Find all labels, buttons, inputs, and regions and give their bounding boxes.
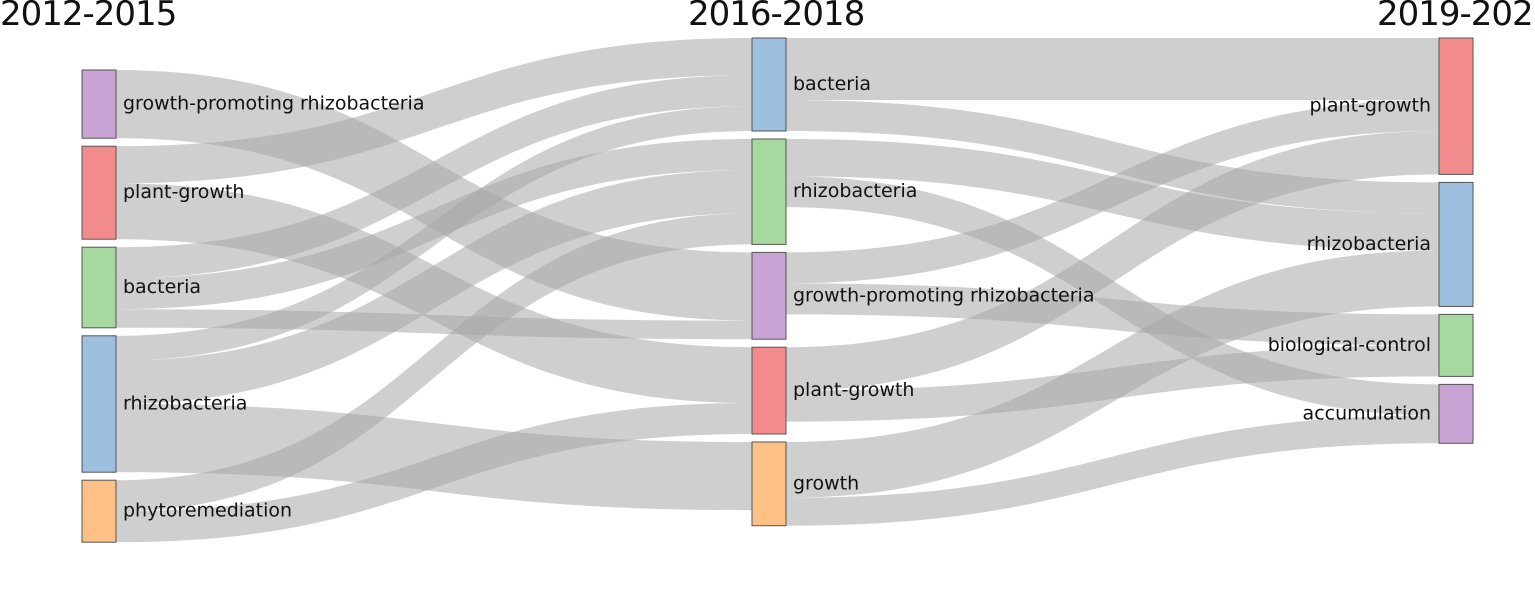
node-label-b_rhz: rhizobacteria bbox=[793, 180, 917, 202]
flow-a_rhz-to-b_bac[interactable] bbox=[116, 106, 752, 361]
flow-b_gro-to-c_acc[interactable] bbox=[786, 415, 1439, 526]
node-label-a_gpr: growth-promoting rhizobacteria bbox=[123, 93, 424, 115]
sankey-links bbox=[116, 38, 1439, 543]
node-b_gpr[interactable] bbox=[751, 251, 787, 340]
flow-b_gpr-to-c_bio[interactable] bbox=[786, 283, 1439, 346]
node-b_rhz[interactable] bbox=[751, 138, 787, 245]
flow-a_phy-to-b_rhz[interactable] bbox=[116, 213, 752, 512]
sankey-nodes bbox=[81, 37, 1474, 543]
flow-b_bac-to-c_pg[interactable] bbox=[786, 38, 1439, 100]
node-c_rhz[interactable] bbox=[1438, 181, 1474, 307]
node-label-a_rhz: rhizobacteria bbox=[123, 393, 247, 415]
node-label-c_acc: accumulation bbox=[1303, 402, 1431, 424]
node-a_phy[interactable] bbox=[81, 479, 117, 543]
node-c_pg[interactable] bbox=[1438, 37, 1474, 175]
node-label-c_rhz: rhizobacteria bbox=[1307, 233, 1431, 255]
node-b_gro[interactable] bbox=[751, 441, 787, 527]
node-b_pg[interactable] bbox=[751, 346, 787, 435]
node-a_bac[interactable] bbox=[81, 246, 117, 329]
flow-a_rhz-to-b_rhz[interactable] bbox=[116, 170, 752, 404]
sankey-labels: growth-promoting rhizobacteria plant-grow… bbox=[123, 73, 1431, 522]
node-c_bio[interactable] bbox=[1438, 313, 1474, 377]
node-label-b_pg: plant-growth bbox=[793, 379, 914, 401]
flow-b_rhz-to-c_acc[interactable] bbox=[786, 176, 1439, 416]
flow-a_pg-to-b_bac[interactable] bbox=[116, 38, 752, 184]
node-label-c_bio: biological-control bbox=[1268, 334, 1431, 356]
node-a_rhz[interactable] bbox=[81, 335, 117, 473]
node-label-a_pg: plant-growth bbox=[123, 181, 244, 203]
flow-b_pg-to-c_pg[interactable] bbox=[786, 131, 1439, 391]
flow-b_gro-to-c_rhz[interactable] bbox=[786, 250, 1439, 498]
node-label-a_phy: phytoremediation bbox=[123, 500, 292, 522]
node-c_acc[interactable] bbox=[1438, 383, 1474, 444]
node-label-b_bac: bacteria bbox=[793, 73, 871, 95]
node-a_gpr[interactable] bbox=[81, 69, 117, 139]
node-label-b_gpr: growth-promoting rhizobacteria bbox=[793, 284, 1094, 306]
node-label-a_bac: bacteria bbox=[123, 276, 201, 298]
flow-b_gpr-to-c_pg[interactable] bbox=[786, 100, 1439, 284]
flow-a_phy-to-b_pg[interactable] bbox=[116, 403, 752, 543]
node-label-c_pg: plant-growth bbox=[1310, 95, 1431, 117]
flow-a_bac-to-b_bac[interactable] bbox=[116, 75, 752, 279]
column-title-2012-2015: 2012-2015 bbox=[0, 0, 177, 34]
node-a_pg[interactable] bbox=[81, 145, 117, 240]
node-b_bac[interactable] bbox=[751, 37, 787, 132]
column-title-2016-2018: 2016-2018 bbox=[688, 0, 865, 34]
column-title-2019-2021: 2019-2021 bbox=[1377, 0, 1535, 34]
node-label-b_gro: growth bbox=[793, 472, 859, 494]
